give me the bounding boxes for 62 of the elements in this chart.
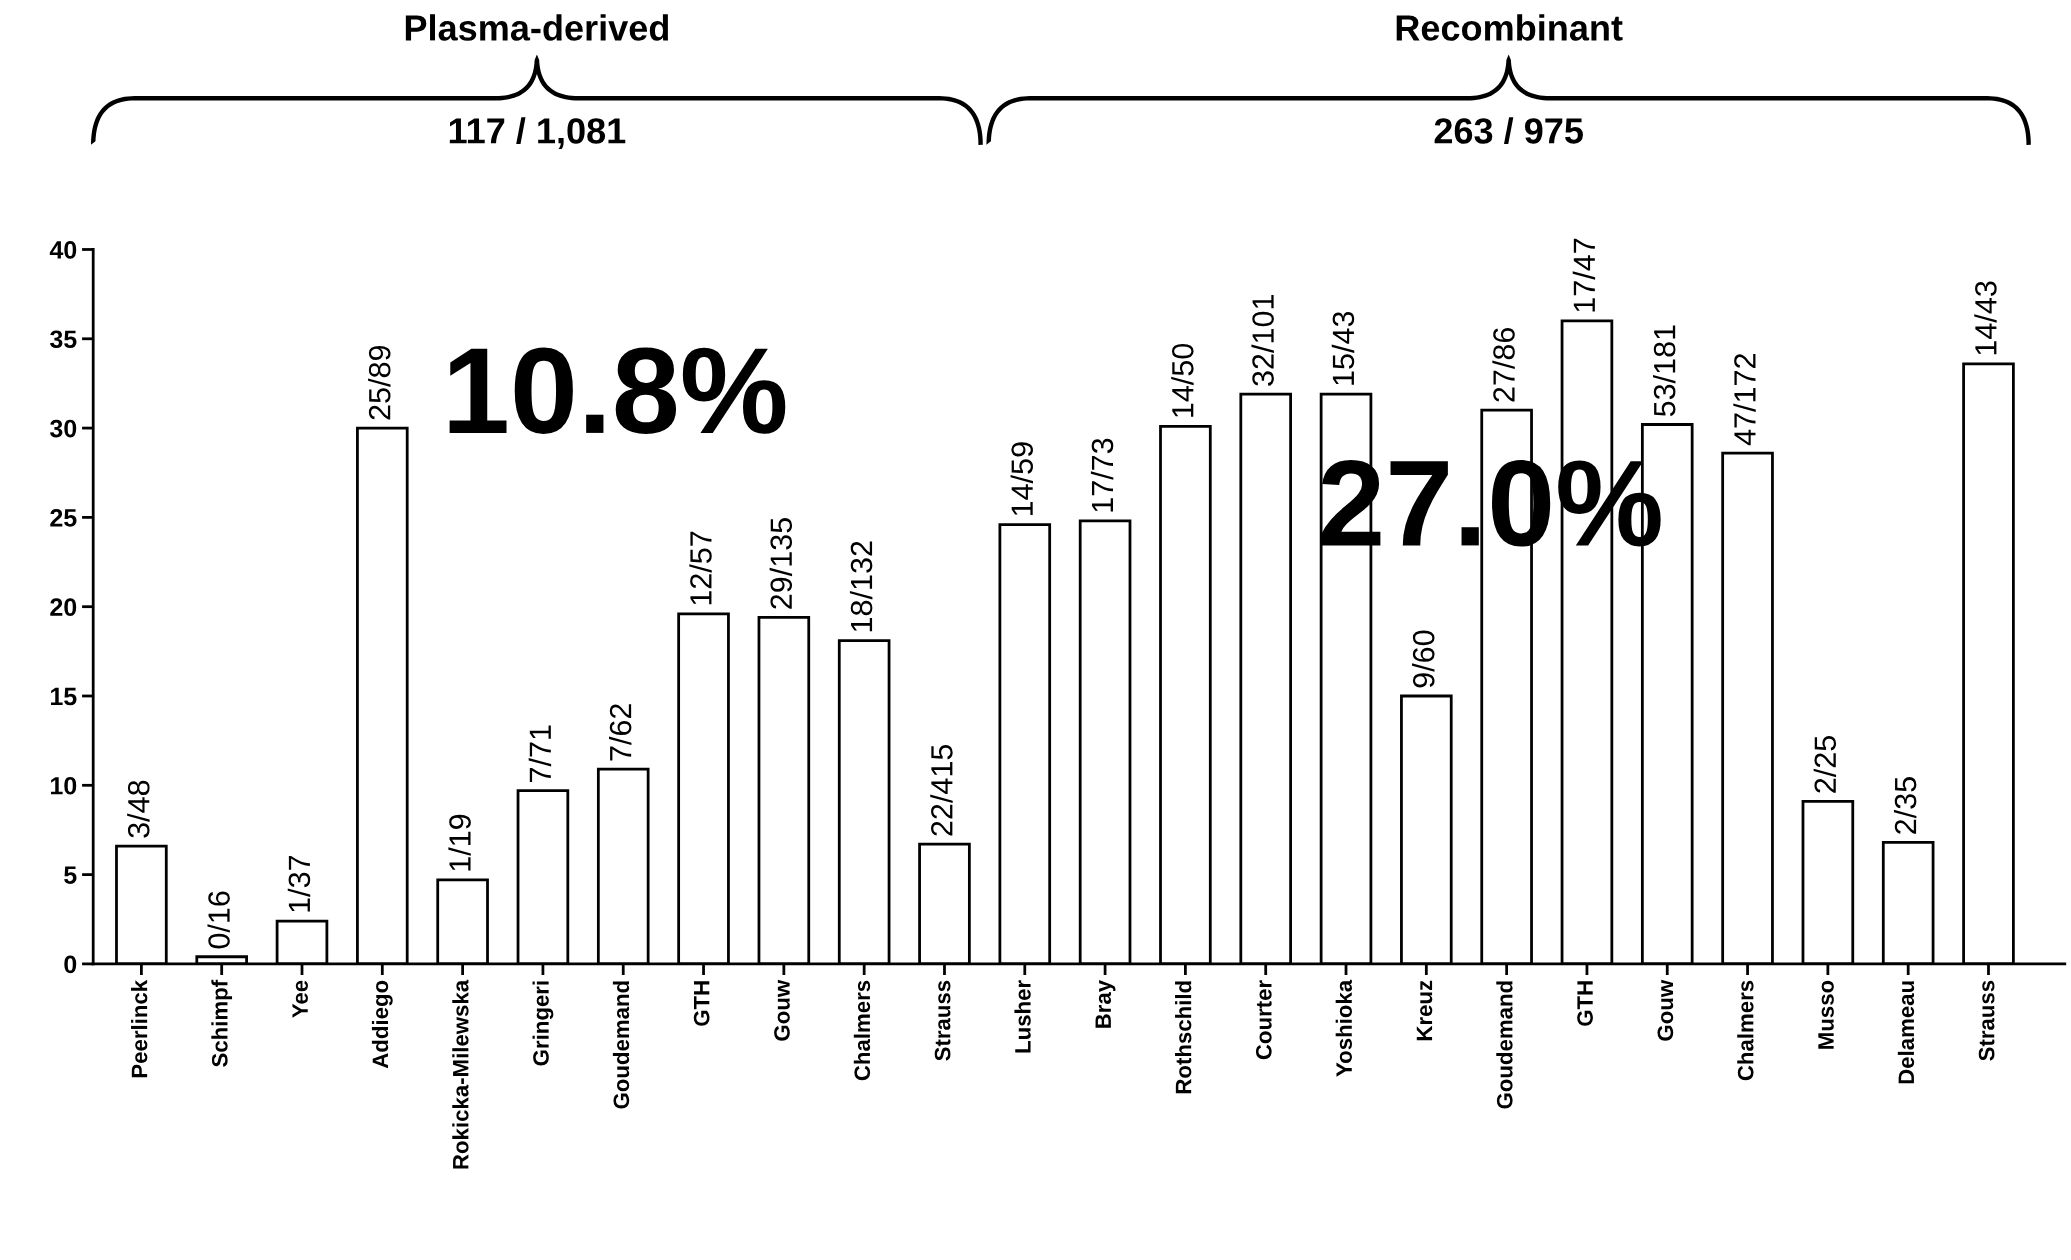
x-tick-label: Bray: [1095, 979, 1116, 1028]
annotation: 0/16: [207, 891, 230, 949]
x-tick-label: Musso: [1818, 980, 1834, 1049]
x-tick-label: Rothschild: [1175, 981, 1192, 1094]
annotation: 22/415: [930, 744, 953, 836]
annotation: 2/35: [1893, 777, 1917, 834]
annotation: 14/43: [1974, 281, 1997, 355]
annotation: 10.8%: [449, 347, 786, 435]
x-tick-label: Gringeri: [532, 981, 554, 1066]
annotation: 15/43: [1331, 311, 1355, 385]
annotation: 25/89: [368, 345, 391, 420]
text: Recombinant: [1396, 14, 1623, 41]
x-tick-label: Kreuz: [1416, 980, 1433, 1041]
x-tick-label: Schimpf: [211, 979, 233, 1067]
y-tick-label: 20: [50, 598, 77, 616]
annotation: 7/62: [608, 704, 632, 761]
x-tick-label: Yoshioka: [1335, 979, 1352, 1077]
x-tick-label: Gouw: [774, 979, 790, 1041]
text: Plasma-derived: [405, 14, 669, 41]
annotation: 53/181: [1653, 325, 1676, 417]
text: 117 / 1,081: [449, 117, 626, 149]
annotation: 47/172: [1733, 354, 1756, 446]
annotation: 32/101: [1251, 295, 1274, 386]
x-tick-label: Rokicka-Milewska: [452, 979, 469, 1169]
x-tick-label: Strauss: [1978, 980, 1995, 1061]
annotation: 29/135: [769, 518, 793, 609]
x-tick-label: Goudemand: [612, 981, 630, 1109]
y-tick-label: 0: [64, 955, 77, 974]
annotation: 14/59: [1010, 442, 1033, 516]
x-tick-label: Chalmers: [853, 980, 871, 1081]
annotation: 12/57: [689, 531, 712, 605]
annotation: 17/73: [1090, 438, 1114, 512]
x-tick-label: Yee: [292, 980, 308, 1018]
x-tick-label: Goudemand: [1496, 981, 1513, 1109]
y-tick-label: 25: [50, 508, 77, 527]
x-tick-label: Lusher: [1014, 980, 1031, 1053]
annotation: 7/71: [528, 725, 552, 782]
y-tick-label: 15: [50, 687, 77, 706]
x-tick-label: Strauss: [934, 980, 951, 1061]
annotation: 1/37: [287, 855, 311, 912]
annotation: 27/86: [1492, 327, 1515, 402]
y-tick-label: 40: [49, 241, 77, 259]
x-tick-label: Addiego: [371, 980, 393, 1069]
annotation: 14/50: [1171, 343, 1194, 417]
annotation: 3/48: [127, 780, 150, 838]
y-tick-label: 35: [49, 330, 77, 349]
annotation: 18/132: [849, 541, 873, 632]
y-tick-label: 10: [50, 776, 77, 795]
annotation: 9/60: [1412, 630, 1435, 688]
x-tick-label: Courter: [1255, 980, 1272, 1060]
x-tick-label: Gouw: [1657, 979, 1674, 1041]
y-tick-label: 5: [64, 866, 77, 884]
annotation: 2/25: [1813, 736, 1837, 793]
x-tick-label: Peerlinck: [131, 979, 148, 1078]
annotation: 1/19: [448, 814, 471, 871]
x-tick-label: Chalmers: [1737, 980, 1754, 1081]
y-tick-label: 30: [49, 419, 77, 438]
x-tick-label: GTH: [1577, 981, 1593, 1026]
x-tick-label: Delameau: [1897, 981, 1915, 1084]
x-tick-label: GTH: [693, 981, 710, 1026]
annotation: 17/47: [1572, 238, 1596, 312]
text: 263 / 975: [1434, 117, 1583, 145]
